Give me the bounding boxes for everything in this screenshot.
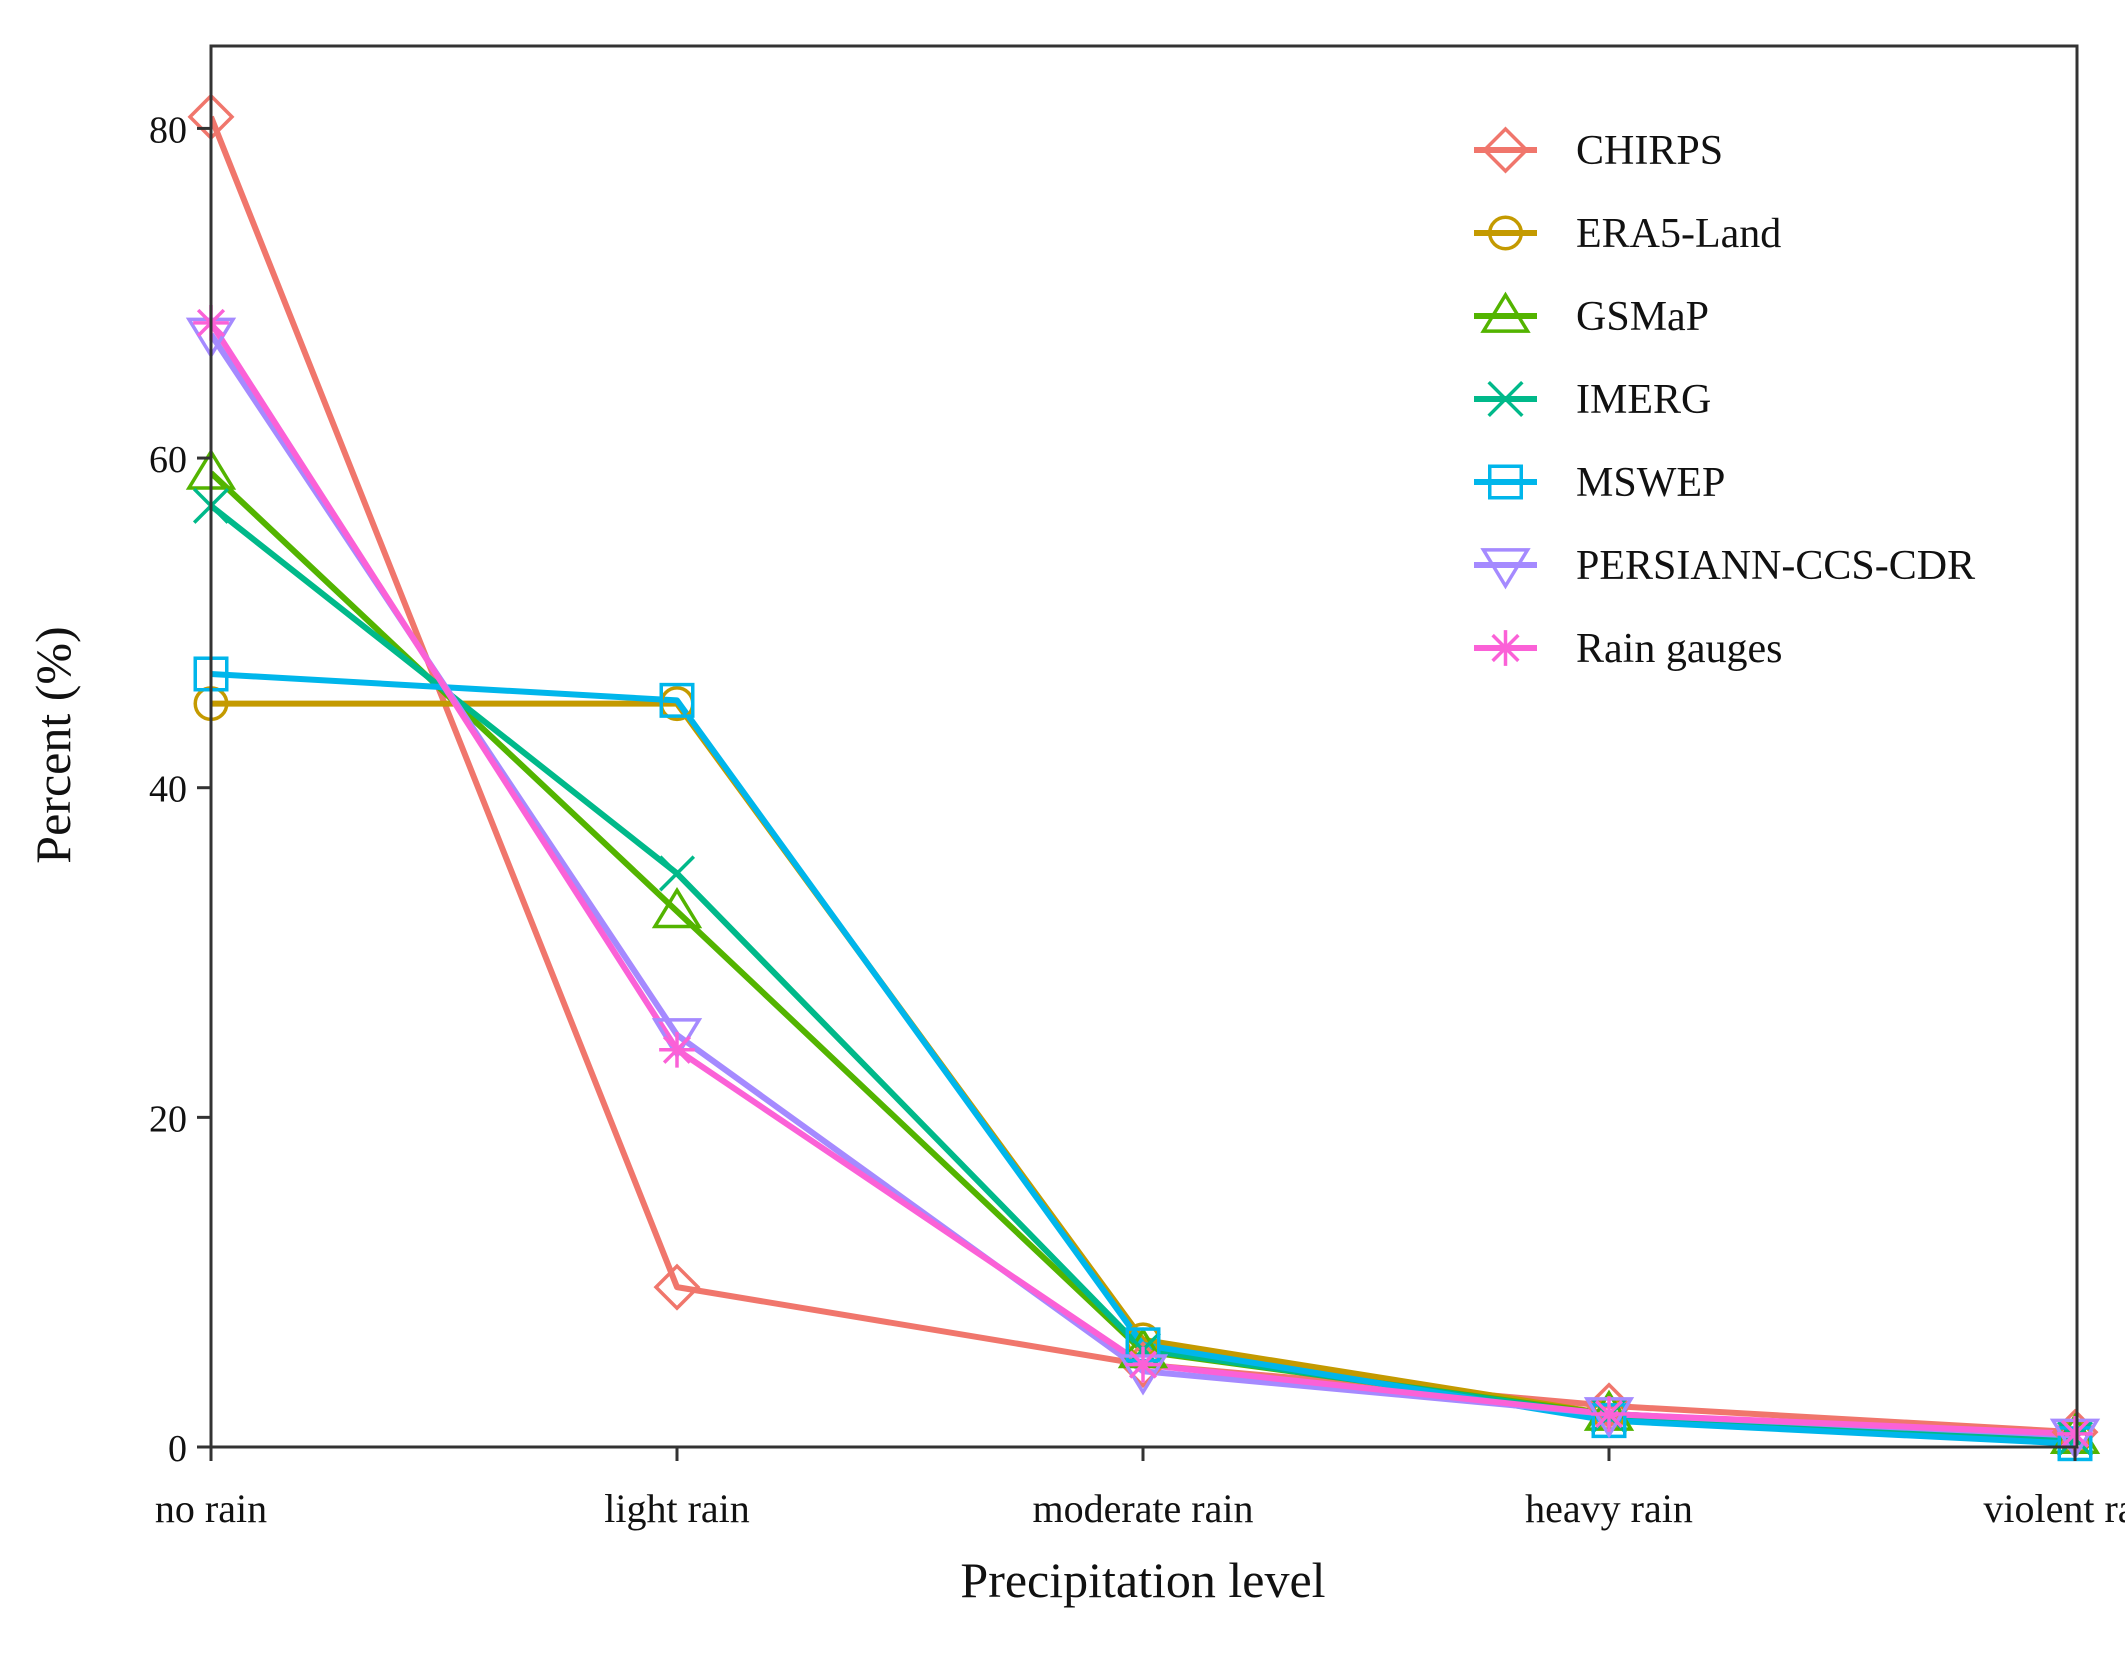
legend-label: IMERG xyxy=(1576,377,1711,423)
series-line-gsmap xyxy=(211,470,2076,1441)
legend-item-mswep: MSWEP xyxy=(1474,460,1725,506)
x-tick-label: violent rain xyxy=(1983,1486,2125,1531)
series-line-chirps xyxy=(211,115,2076,1436)
data-point-imerg xyxy=(658,855,696,892)
plot-frame xyxy=(209,44,2079,1449)
legend-marker xyxy=(1480,291,1531,333)
x-tick-label: no rain xyxy=(155,1486,267,1531)
legend-item-era5-land: ERA5-Land xyxy=(1474,211,1781,257)
legend-label: CHIRPS xyxy=(1576,128,1723,174)
data-point-mswep xyxy=(659,682,695,718)
y-tick-label: 0 xyxy=(168,1428,187,1470)
x-tick-label: heavy rain xyxy=(1525,1486,1693,1531)
y-axis-title: Percent (%) xyxy=(25,626,81,863)
data-point-rain-gauges xyxy=(1591,1396,1627,1432)
data-point-rain-gauges xyxy=(2057,1415,2093,1452)
legend-item-persiann-ccs-cdr: PERSIANN-CCS-CDR xyxy=(1474,543,1975,590)
legend-marker xyxy=(1488,215,1523,251)
x-tick-label: light rain xyxy=(604,1486,750,1531)
legend: CHIRPS ERA5-Land GSMaP IMERG MSWEP PERSIANN-C… xyxy=(1474,126,1975,672)
y-tick-label: 80 xyxy=(149,109,187,151)
data-point-gsmap xyxy=(651,886,703,929)
series-line-persiann-ccs-cdr xyxy=(211,332,2076,1439)
legend-item-imerg: IMERG xyxy=(1474,377,1711,423)
legend-marker xyxy=(1480,548,1531,590)
data-point-rain-gauges xyxy=(659,1031,695,1068)
legend-label: ERA5-Land xyxy=(1576,211,1781,257)
legend-label: MSWEP xyxy=(1576,460,1725,506)
legend-label: Rain gauges xyxy=(1576,626,1782,672)
data-point-rain-gauges xyxy=(1125,1346,1161,1383)
legend-item-rain-gauges: Rain gauges xyxy=(1474,626,1782,672)
series-markers-layer xyxy=(185,93,2101,1462)
legend-marker xyxy=(1487,630,1524,666)
series-lines-layer xyxy=(211,115,2076,1447)
legend-item-gsmap: GSMaP xyxy=(1474,291,1709,340)
y-tick-label: 60 xyxy=(149,439,187,481)
y-tick-label: 40 xyxy=(149,769,187,811)
legend-marker xyxy=(1482,126,1529,174)
axes-layer: 0 20 40 60 80 no rain light rain moderate rain h… xyxy=(149,109,2125,1531)
x-axis-title: Precipitation level xyxy=(960,1552,1325,1608)
legend-marker xyxy=(1488,464,1523,500)
x-tick-label: moderate rain xyxy=(1033,1486,1254,1531)
legend-label: GSMaP xyxy=(1576,294,1709,340)
legend-item-chirps: CHIRPS xyxy=(1474,126,1723,174)
legend-label: PERSIANN-CCS-CDR xyxy=(1576,543,1975,589)
y-tick-label: 20 xyxy=(149,1098,187,1140)
legend-marker xyxy=(1487,380,1524,418)
data-point-chirps xyxy=(653,1263,701,1311)
series-line-imerg xyxy=(211,503,2076,1442)
series-line-rain-gauges xyxy=(211,321,2076,1437)
